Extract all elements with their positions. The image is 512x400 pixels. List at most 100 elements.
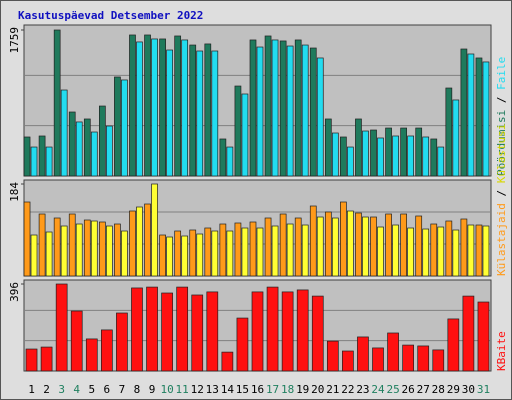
bar [45,146,53,177]
legend-separator: / [495,183,508,203]
bar [271,225,279,277]
bar [226,146,234,177]
legend: KBaite [495,331,508,371]
legend: Külastajaid / Külastusi [495,124,508,276]
x-tick-label: 6 [104,383,111,396]
bar [385,213,392,277]
bar [75,121,83,177]
bar [90,220,98,277]
bar [357,336,369,372]
bar [462,295,475,372]
bar [25,348,38,372]
bar [475,224,483,277]
legend-entry: Pöördumisi [495,110,508,176]
bar [146,286,158,372]
bar [83,219,91,277]
bar [430,223,438,277]
bar [30,234,38,277]
bar [407,227,414,277]
bar [181,39,189,177]
bar [191,294,204,372]
bar [402,344,414,372]
x-tick-label: 25 [386,383,399,396]
bar [415,215,423,277]
bar [221,351,234,372]
bar [467,53,475,177]
legend-entry: Faile [495,57,508,90]
x-tick-label: 18 [281,383,294,396]
bar [301,224,309,277]
bar [331,132,339,177]
bar [83,118,91,177]
bar [340,201,347,277]
bar [452,229,460,277]
x-tick-label: 7 [119,383,126,396]
bar [99,105,106,177]
bar [136,206,143,277]
chart-title: Kasutuspäevad Detsember 2022 [18,9,203,22]
bar [347,210,354,277]
bar [437,146,445,177]
bar [166,49,173,177]
bar [241,227,249,277]
bar [342,350,354,372]
y-tick-label: 184 [8,182,21,202]
x-tick-label: 12 [191,383,204,396]
bar [174,230,182,277]
bar [460,218,468,277]
x-tick-label: 2 [43,383,50,396]
bar [116,312,128,372]
bar [68,111,76,177]
x-tick-label: 9 [149,383,156,396]
x-tick-label: 26 [402,383,415,396]
legend-separator: / [495,90,508,110]
bar [294,39,302,177]
bar [326,340,339,372]
bar [114,223,121,277]
bar [392,135,399,177]
bar [189,229,197,277]
bar [377,137,384,177]
bar [196,50,204,177]
bar [53,217,61,277]
bar [219,223,227,277]
bar [121,230,128,277]
bar [294,217,302,277]
x-tick-label: 4 [73,383,80,396]
bar [370,216,377,277]
bar [144,203,151,277]
bar [432,349,445,372]
bar [129,210,136,277]
bar [45,231,53,277]
bar [151,183,158,277]
bar [241,93,249,177]
bar [211,50,219,177]
bar [85,338,98,372]
bar [309,205,317,277]
bar [249,39,257,177]
bar [23,201,31,277]
bar [266,286,279,372]
bar [264,35,272,177]
x-tick-label: 23 [356,383,369,396]
bar [189,44,197,177]
bar [430,138,438,177]
bar [204,227,212,277]
bar [392,224,399,277]
bar [279,40,287,177]
bar [70,310,83,372]
bar [475,57,483,177]
bar [467,224,475,277]
bar [38,135,46,177]
bar [286,45,294,177]
bar [400,213,407,277]
bar [372,347,384,372]
bar [206,291,219,372]
bar [60,225,68,277]
x-tick-label: 24 [371,383,385,396]
bar [400,127,407,177]
bar [296,289,309,372]
x-tick-label: 21 [326,383,339,396]
